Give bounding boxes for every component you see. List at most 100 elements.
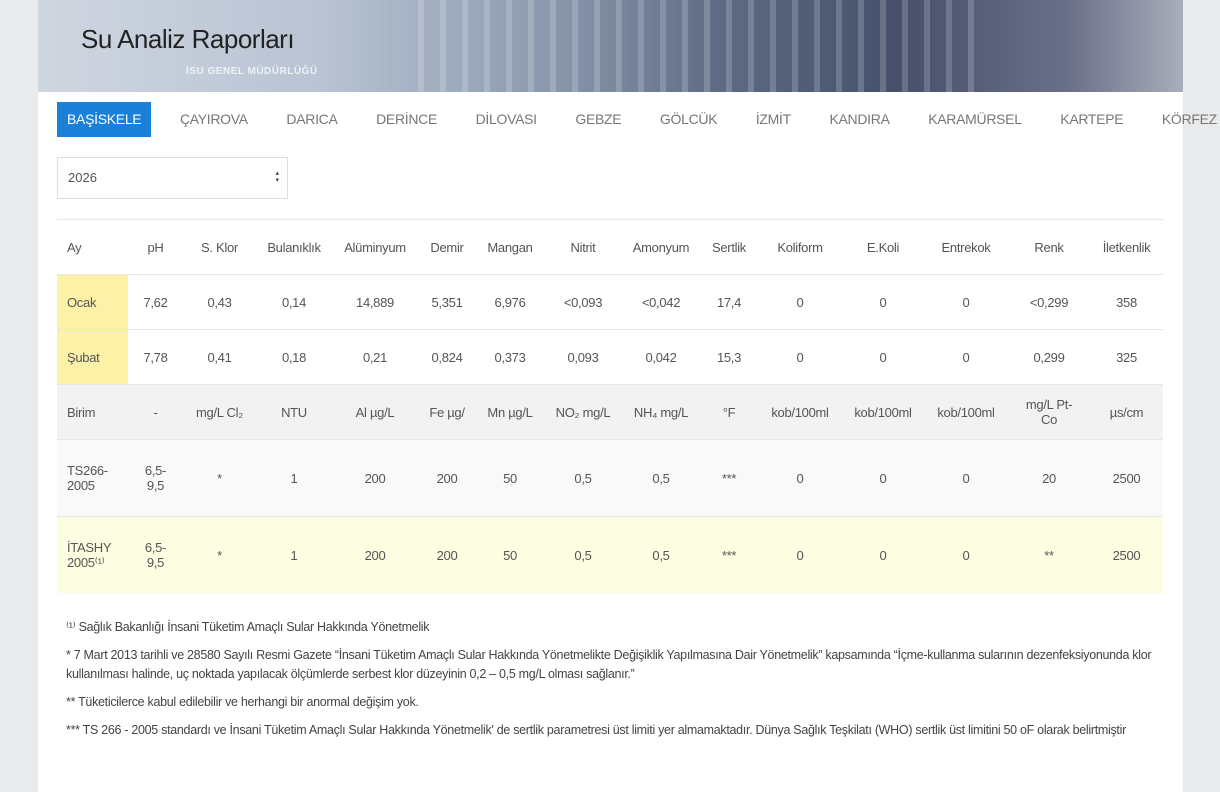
table-cell: 0 (758, 516, 842, 593)
table-cell: 6,5-9,5 (128, 516, 183, 593)
column-header: S. Klor (183, 219, 256, 275)
table-row: Şubat 7,78 0,41 0,18 0,21 0,824 0,373 0,093 0,04… (57, 329, 1163, 385)
table-cell: 7,62 (128, 274, 183, 330)
table-cell: Fe µg/ (418, 384, 476, 440)
table-cell: 15,3 (700, 329, 758, 385)
table-cell: 1 (256, 516, 332, 593)
table-cell: 0,14 (256, 274, 332, 330)
table-cell: 5,351 (418, 274, 476, 330)
column-header: Sertlik (700, 219, 758, 275)
column-header: Nitrit (544, 219, 622, 275)
table-cell: 17,4 (700, 274, 758, 330)
table-cell: 7,78 (128, 329, 183, 385)
column-header: Demir (418, 219, 476, 275)
year-select[interactable]: 2026 (57, 157, 288, 199)
table-cell: 0 (924, 329, 1008, 385)
district-tabs: BAŞİSKELE ÇAYIROVA DARICA DERİNCE DİLOVASI GE… (57, 102, 1220, 137)
district-tab[interactable]: BAŞİSKELE (57, 102, 152, 137)
table-cell: 0,824 (418, 329, 476, 385)
district-tab[interactable]: GÖLCÜK (659, 111, 718, 127)
table-cell: 200 (332, 439, 418, 517)
table-cell: Al µg/L (332, 384, 418, 440)
table-cell: İTASHY 2005⁽¹⁾ (57, 516, 128, 593)
table-cell: - (128, 384, 183, 440)
footnote: ⁽¹⁾ Sağlık Bakanlığı İnsani Tüketim Amaç… (66, 620, 430, 634)
column-header: Ay (57, 219, 128, 275)
column-header: İletkenlik (1090, 219, 1163, 275)
column-header: E.Koli (842, 219, 924, 275)
table-cell: 358 (1090, 274, 1163, 330)
table-cell: 0,41 (183, 329, 256, 385)
table-cell: 0 (842, 329, 924, 385)
district-tab[interactable]: ÇAYIROVA (179, 111, 248, 127)
table-cell: mg/L Cl₂ (183, 384, 256, 440)
table-cell: 200 (418, 516, 476, 593)
table-cell: 0,093 (544, 329, 622, 385)
table-cell: 0 (842, 439, 924, 517)
table-cell: 200 (418, 439, 476, 517)
table-cell: 325 (1090, 329, 1163, 385)
column-header: Alüminyum (332, 219, 418, 275)
table-cell: Mn µg/L (476, 384, 544, 440)
table-cell: NH₄ mg/L (622, 384, 700, 440)
table-row: İTASHY 2005⁽¹⁾ 6,5-9,5 * 1 200 200 50 0,5 0,5 ***… (57, 516, 1163, 593)
table-cell: kob/100ml (924, 384, 1008, 440)
table-cell: 0 (924, 274, 1008, 330)
district-tab[interactable]: KANDIRA (829, 111, 890, 127)
district-tab[interactable]: İZMİT (755, 111, 791, 127)
table-cell: 0 (924, 516, 1008, 593)
table-cell: Ocak (57, 274, 128, 330)
table-cell: 50 (476, 516, 544, 593)
table-cell: 0 (842, 516, 924, 593)
table-cell: *** (700, 516, 758, 593)
banner-sign: İSU GENEL MÜDÜRLÜĞÜ (186, 66, 318, 77)
table-cell: * (183, 439, 256, 517)
district-tab[interactable]: KARAMÜRSEL (928, 111, 1022, 127)
table-cell: 50 (476, 439, 544, 517)
table-cell: °F (700, 384, 758, 440)
table-cell: <0,299 (1008, 274, 1090, 330)
column-header: Koliform (758, 219, 842, 275)
table-cell: 2500 (1090, 516, 1163, 593)
page: Su Analiz Raporları İSU GENEL MÜDÜRLÜĞÜ … (38, 0, 1217, 792)
column-header: Amonyum (622, 219, 700, 275)
district-tab[interactable]: DERİNCE (376, 111, 438, 127)
page-title: Su Analiz Raporları (81, 24, 295, 54)
table-cell: Şubat (57, 329, 128, 385)
table-cell: 0,299 (1008, 329, 1090, 385)
footnote: ** Tüketicilerce kabul edilebilir ve her… (66, 695, 419, 709)
district-tab[interactable]: GEBZE (575, 111, 622, 127)
district-tab[interactable]: KARTEPE (1060, 111, 1124, 127)
footnote: *** TS 266 - 2005 standardı ve İnsani Tü… (66, 723, 1126, 737)
table-row: Ocak 7,62 0,43 0,14 14,889 5,351 6,976 <0,093 <0… (57, 274, 1163, 330)
table-cell: kob/100ml (842, 384, 924, 440)
table-cell: µs/cm (1090, 384, 1163, 440)
table-cell: 0 (758, 329, 842, 385)
column-header: pH (128, 219, 183, 275)
table-cell: 20 (1008, 439, 1090, 517)
table-cell: NTU (256, 384, 332, 440)
table-body: Ocak 7,62 0,43 0,14 14,889 5,351 6,976 <0,093 <0… (57, 274, 1163, 593)
column-header: Mangan (476, 219, 544, 275)
footnote: * 7 Mart 2013 tarihli ve 28580 Sayılı Re… (66, 648, 1152, 681)
footnotes: ⁽¹⁾ Sağlık Bakanlığı İnsani Tüketim Amaç… (66, 618, 1166, 749)
table-cell: 0,5 (622, 516, 700, 593)
district-tab[interactable]: DARICA (286, 111, 338, 127)
table-row: Birim - mg/L Cl₂ NTU Al µg/L Fe µg/Mn µg/L NO₂… (57, 384, 1163, 440)
district-tab[interactable]: KÖRFEZ (1161, 111, 1217, 127)
table-cell: 0 (758, 274, 842, 330)
column-header: Renk (1008, 219, 1090, 275)
table-cell: ** (1008, 516, 1090, 593)
table-cell: 0 (758, 439, 842, 517)
table-cell: 0,5 (622, 439, 700, 517)
table-cell: NO₂ mg/L (544, 384, 622, 440)
table-row: TS266-2005 6,5-9,5 * 1 200 200 50 0,5 0,5 *** 0 0 0 2… (57, 439, 1163, 517)
table-cell: Birim (57, 384, 128, 440)
table-cell: 0,5 (544, 439, 622, 517)
table-cell: 0,373 (476, 329, 544, 385)
table-cell: 0,18 (256, 329, 332, 385)
district-tab[interactable]: DİLOVASI (475, 111, 537, 127)
table-cell: 1 (256, 439, 332, 517)
analysis-table: Ay pH S. Klor Bulanıklık Alüminyum Demir Manga… (57, 219, 1163, 593)
table-cell: 0,43 (183, 274, 256, 330)
